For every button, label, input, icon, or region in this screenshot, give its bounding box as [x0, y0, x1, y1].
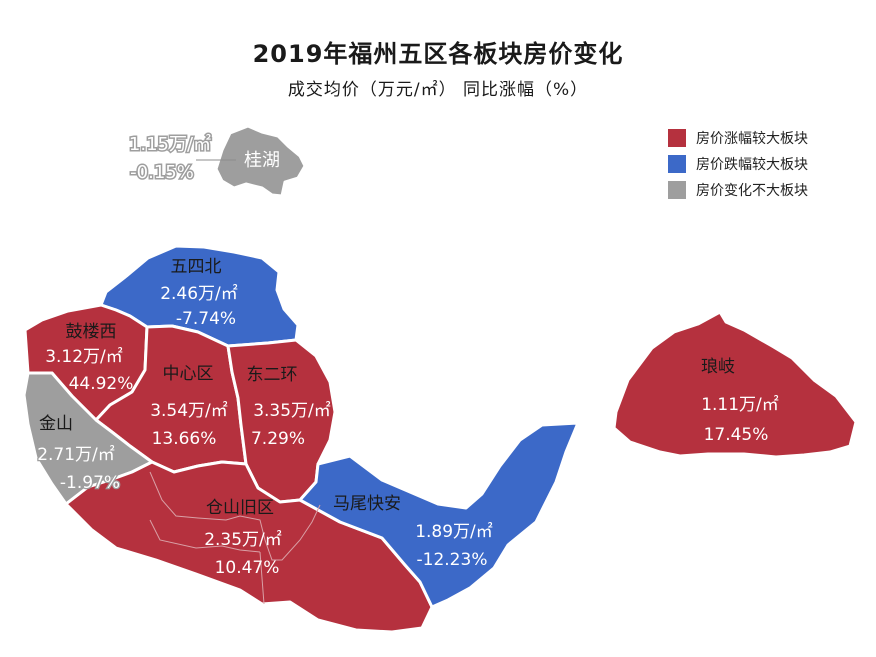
- label-gulouxi-name: 鼓楼西: [66, 322, 117, 342]
- label-wusibei-price: 2.46万/㎡: [160, 284, 238, 304]
- label-zhongxin-name: 中心区: [163, 364, 214, 384]
- legend-label-up: 房价涨幅较大板块: [696, 131, 808, 147]
- label-dongerhuan-change: 7.29%: [251, 429, 305, 449]
- legend-label-down: 房价跌幅较大板块: [696, 157, 808, 173]
- legend-item-down: 房价跌幅较大板块: [668, 151, 808, 177]
- label-gulouxi-price: 3.12万/㎡: [45, 347, 123, 367]
- label-mawei-name: 马尾快安: [333, 494, 401, 514]
- legend-swatch-up: [668, 129, 686, 147]
- label-jinshan-price: 2.71万/㎡: [37, 445, 115, 465]
- region-guihu[interactable]: [214, 124, 307, 198]
- label-jinshan-name: 金山: [39, 414, 73, 434]
- region-mawei[interactable]: [298, 421, 580, 609]
- label-cangshan-price: 2.35万/㎡: [204, 530, 282, 550]
- label-guihu-name: 桂湖: [244, 150, 280, 171]
- label-guihu-change: -0.15%: [130, 162, 194, 183]
- label-cangshan-name: 仓山旧区: [206, 498, 274, 518]
- legend: 房价涨幅较大板块 房价跌幅较大板块 房价变化不大板块: [668, 125, 808, 203]
- sub-boundaries: [149, 471, 321, 605]
- label-dongerhuan-name: 东二环: [247, 365, 298, 385]
- label-wusibei-change: -7.74%: [176, 309, 236, 329]
- legend-swatch-down: [668, 155, 686, 173]
- map-title: 2019年福州五区各板块房价变化: [252, 40, 624, 68]
- legend-label-flat: 房价变化不大板块: [696, 183, 808, 199]
- label-langqi-change: 17.45%: [704, 425, 769, 445]
- label-zhongxin-price: 3.54万/㎡: [150, 401, 228, 421]
- legend-item-up: 房价涨幅较大板块: [668, 125, 808, 151]
- region-langqi[interactable]: [612, 310, 858, 459]
- label-cangshan-change: 10.47%: [215, 558, 280, 578]
- region-labels: 桂湖 1.15万/㎡ -0.15% 五四北 2.46万/㎡ -7.74% 鼓楼西…: [36, 132, 779, 579]
- label-mawei-change: -12.23%: [417, 550, 488, 570]
- label-dongerhuan-price: 3.35万/㎡: [253, 401, 331, 421]
- label-wusibei-name: 五四北: [171, 257, 222, 277]
- map-subtitle: 成交均价（万元/㎡） 同比涨幅（%）: [287, 80, 589, 100]
- label-mawei-price: 1.89万/㎡: [415, 522, 493, 542]
- label-zhongxin-change: 13.66%: [152, 429, 217, 449]
- label-jinshan-change: -1.97%: [60, 473, 120, 493]
- legend-swatch-flat: [668, 181, 686, 199]
- legend-item-flat: 房价变化不大板块: [668, 177, 808, 203]
- label-langqi-name: 琅岐: [701, 357, 735, 377]
- label-gulouxi-change: 44.92%: [69, 374, 134, 394]
- label-langqi-price: 1.11万/㎡: [701, 395, 779, 415]
- label-guihu-price: 1.15万/㎡: [129, 133, 211, 155]
- region-shapes: [22, 124, 858, 634]
